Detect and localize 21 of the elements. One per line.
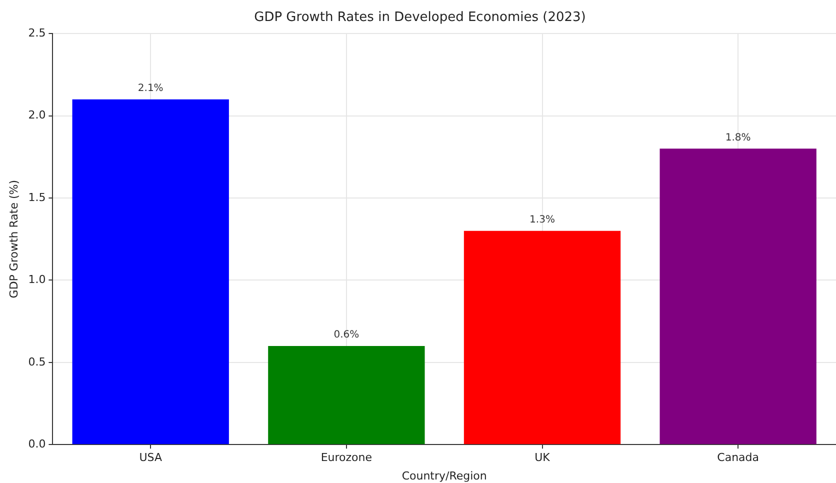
x-tick-label: Canada — [717, 451, 760, 464]
bar — [268, 346, 425, 444]
bar — [660, 148, 816, 444]
x-tick-label: USA — [139, 451, 162, 464]
chart-title: GDP Growth Rates in Developed Economies (2023) — [254, 10, 586, 26]
data-label: 1.8% — [725, 132, 751, 144]
data-label: 1.3% — [530, 214, 555, 226]
x-axis-title: Country/Region — [402, 469, 487, 482]
y-tick-label: 1.0 — [28, 273, 46, 286]
y-axis-title: GDP Growth Rate (%) — [7, 180, 20, 298]
y-tick-label: 0.0 — [28, 437, 46, 450]
data-label: 0.6% — [334, 330, 360, 341]
y-tick-label: 2.5 — [28, 26, 46, 40]
data-label: 2.1% — [138, 82, 164, 94]
y-tick-label: 2.0 — [28, 108, 46, 122]
y-tick-label: 0.5 — [28, 355, 46, 368]
bar — [464, 230, 621, 444]
x-tick-label: UK — [534, 451, 551, 464]
y-tick-label: 1.5 — [28, 190, 46, 204]
bar — [72, 99, 229, 444]
x-tick-label: Eurozone — [320, 451, 372, 464]
